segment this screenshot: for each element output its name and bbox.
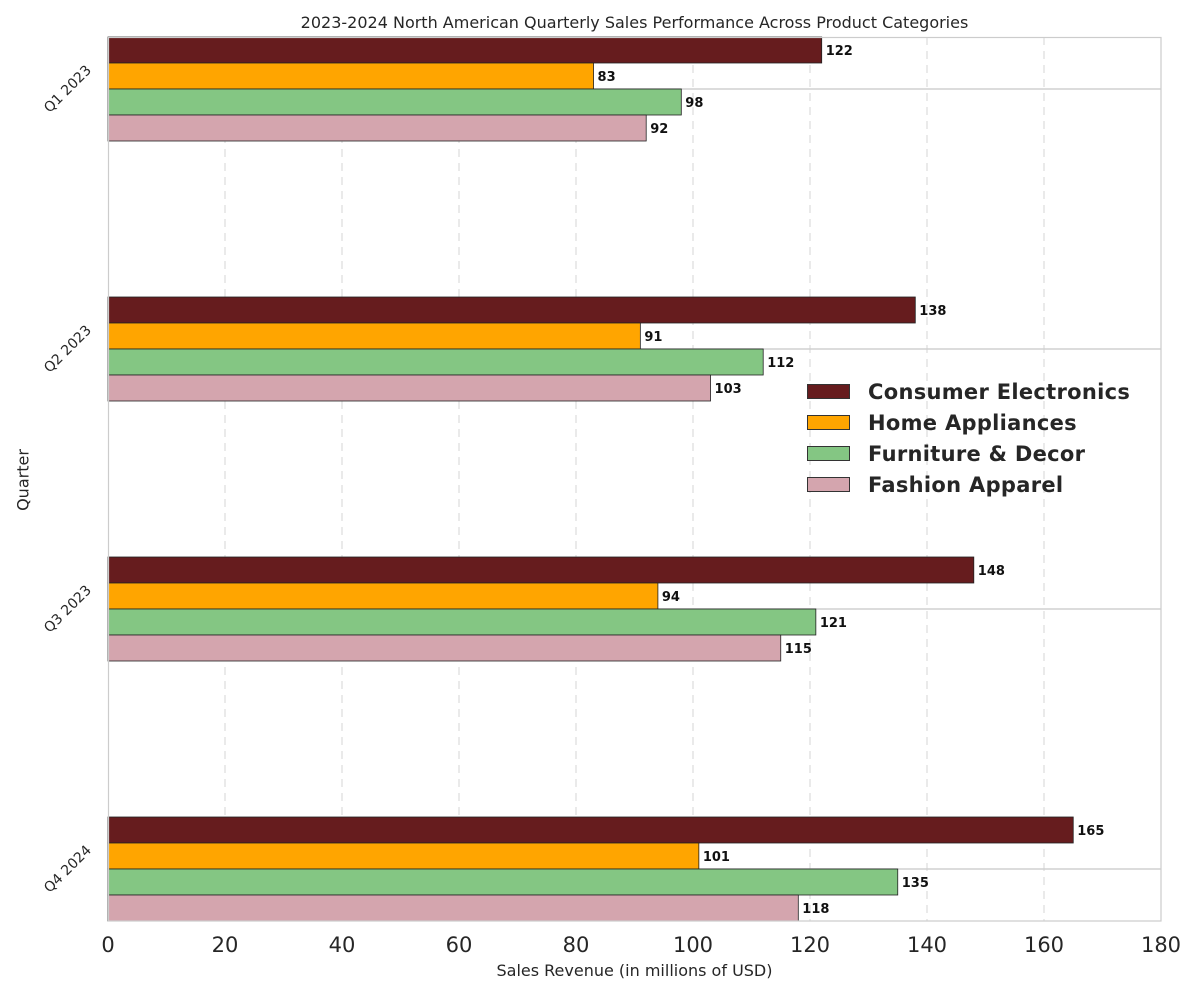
bar	[107, 868, 899, 896]
bar	[107, 374, 711, 402]
data-label: 98	[685, 96, 703, 111]
bar	[107, 894, 799, 922]
data-label: 118	[802, 902, 829, 917]
data-label: 91	[644, 330, 662, 345]
bar	[107, 348, 764, 376]
legend-swatch	[807, 415, 850, 430]
legend-swatch	[807, 446, 850, 461]
bar	[107, 296, 916, 324]
x-tick-label: 20	[212, 933, 239, 957]
bar	[107, 634, 782, 662]
bar	[107, 556, 975, 584]
legend-item: Furniture & Decor	[800, 438, 1150, 469]
data-label: 103	[715, 382, 742, 397]
data-label: 138	[919, 304, 946, 319]
legend-label: Home Appliances	[868, 410, 1077, 435]
legend-swatch	[807, 477, 850, 492]
legend-label: Fashion Apparel	[868, 472, 1064, 497]
y-tick-label: Q4 2024	[41, 842, 95, 896]
data-label: 92	[650, 122, 668, 137]
x-tick-labels: 0 20 40 60 80 100 120 140 160 180	[101, 933, 1181, 957]
y-tick-label: Q3 2023	[41, 583, 95, 637]
chart-title: 2023-2024 North American Quarterly Sales…	[300, 13, 969, 32]
y-tick-label: Q1 2023	[41, 63, 95, 117]
bar	[107, 322, 641, 350]
bar	[107, 62, 594, 90]
legend-item: Consumer Electronics	[800, 376, 1150, 407]
data-label: 94	[662, 590, 680, 605]
legend-label: Furniture & Decor	[868, 441, 1086, 466]
bar	[107, 88, 682, 116]
data-label: 115	[785, 642, 812, 657]
legend: Consumer Electronics Home Appliances Furni…	[800, 376, 1150, 500]
bar	[107, 582, 659, 610]
y-tick-label: Q2 2023	[41, 323, 95, 377]
x-tick-label: 140	[907, 933, 947, 957]
data-label: 121	[820, 616, 847, 631]
x-tick-label: 100	[673, 933, 713, 957]
bar	[107, 36, 823, 64]
y-tick-labels: Q1 2023 Q2 2023 Q3 2023 Q4 2024	[41, 63, 95, 897]
plot-frame	[107, 36, 1162, 922]
data-labels-group: 122 83 98 92 138 91 112 103 148 94 121 115 165 101 135…	[598, 44, 1105, 917]
data-label: 135	[902, 876, 929, 891]
x-tick-label: 160	[1024, 933, 1064, 957]
bar	[107, 842, 700, 870]
x-tick-label: 0	[101, 933, 114, 957]
legend-item: Home Appliances	[800, 407, 1150, 438]
data-label: 101	[703, 850, 730, 865]
x-tick-label: 120	[790, 933, 830, 957]
data-label: 112	[767, 356, 794, 371]
y-axis-label: Quarter	[13, 449, 33, 511]
x-tick-label: 180	[1141, 933, 1181, 957]
data-label: 165	[1077, 824, 1104, 839]
x-tick-label: 80	[563, 933, 590, 957]
legend-item: Fashion Apparel	[800, 469, 1150, 500]
bar	[107, 114, 647, 142]
bar	[107, 608, 817, 636]
bar	[107, 816, 1074, 844]
x-tick-label: 60	[446, 933, 473, 957]
data-label: 148	[978, 564, 1005, 579]
data-label: 122	[826, 44, 853, 59]
legend-label: Consumer Electronics	[868, 379, 1131, 404]
x-tick-label: 40	[329, 933, 356, 957]
x-axis-label: Sales Revenue (in millions of USD)	[496, 961, 773, 980]
legend-swatch	[807, 384, 850, 399]
data-label: 83	[598, 70, 616, 85]
